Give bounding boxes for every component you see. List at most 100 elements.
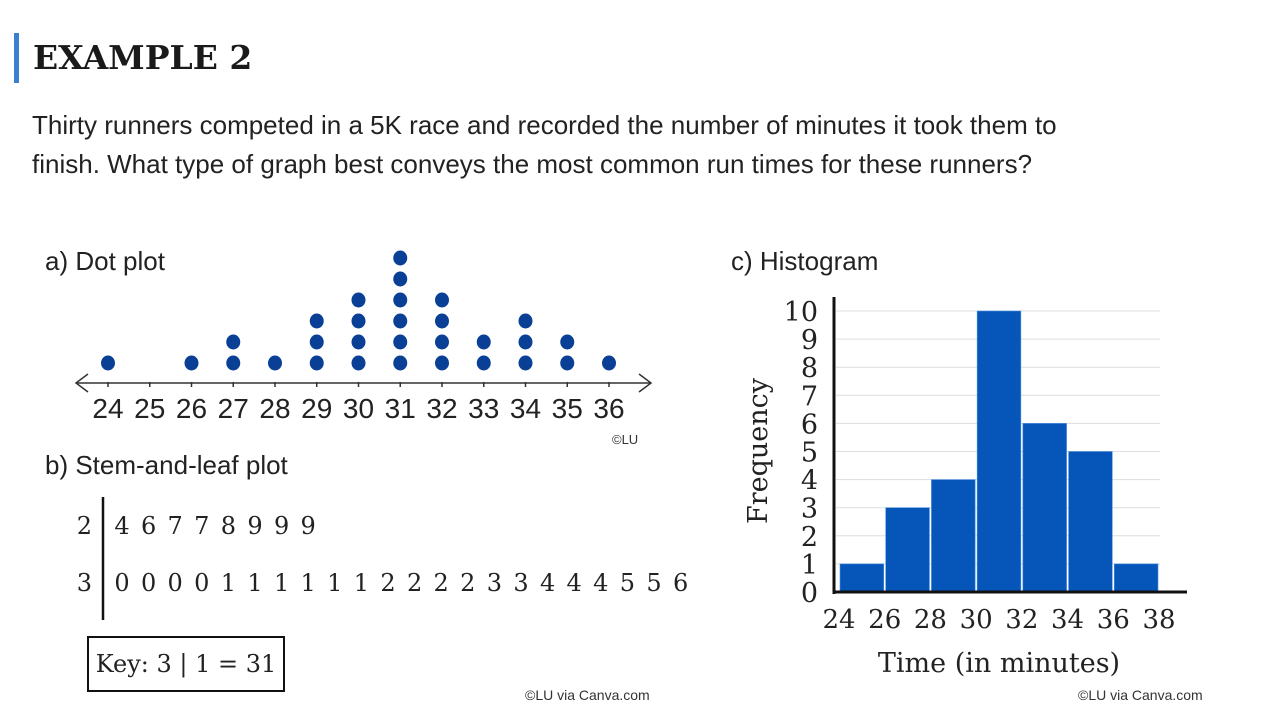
dot-plot-dot [518, 334, 533, 350]
dot-plot-dot [309, 355, 324, 371]
dot-plot-dot [393, 250, 408, 266]
histogram-bar [1113, 563, 1159, 593]
histogram-x-tick-label: 24 [822, 605, 855, 635]
leaf-value: 6 [141, 512, 156, 540]
histogram-x-tick-label: 34 [1051, 605, 1084, 635]
histogram-y-tick-label: 7 [801, 381, 818, 412]
dot-plot-label: a) Dot plot [45, 246, 165, 276]
dot-plot-dot [560, 334, 575, 350]
dot-plot-tick-label: 30 [343, 393, 374, 424]
histogram-y-tick-label: 1 [801, 550, 818, 581]
leaf-value: 1 [247, 569, 262, 597]
dot-plot-dot [435, 313, 449, 329]
stem-value: 3 [77, 569, 92, 597]
histogram-x-axis-title: Time (in minutes) [878, 648, 1120, 679]
dot-plot-dot [393, 334, 408, 350]
dot-plot-credit: ©LU [612, 432, 639, 447]
leaf-value: 9 [247, 512, 262, 540]
histogram-bar [931, 479, 976, 593]
dot-plot-dot [226, 355, 241, 371]
stem-leaf-label: b) Stem-and-leaf plot [45, 450, 288, 480]
dot-plot-dot [435, 355, 449, 371]
dot-plot-tick-label: 34 [510, 393, 541, 424]
histogram-label: c) Histogram [731, 246, 879, 276]
histogram-bar [1068, 451, 1113, 593]
dot-plot-tick-label: 35 [552, 393, 583, 424]
histogram-bar [1022, 423, 1067, 593]
dot-plot-tick-label: 29 [301, 393, 332, 424]
leaf-value: 3 [487, 569, 502, 597]
dot-plot-tick-label: 28 [259, 393, 290, 424]
dot-plot-dot [226, 334, 241, 350]
dot-plot-dot [268, 355, 282, 371]
leaf-value: 4 [114, 512, 129, 540]
dot-plot-dot [476, 355, 491, 371]
dot-plot-tick-label: 26 [176, 393, 207, 424]
leaf-value: 7 [194, 512, 209, 540]
leaf-value: 0 [141, 569, 156, 597]
leaf-value: 2 [407, 569, 422, 597]
histogram-bar [885, 507, 930, 593]
leaf-value: 1 [354, 569, 369, 597]
dot-plot-dot [351, 334, 366, 350]
dot-plot-dot [309, 334, 324, 350]
leaf-value: 0 [114, 569, 129, 597]
histogram-x-tick-label: 26 [868, 605, 901, 635]
histogram-y-tick-label: 3 [801, 494, 818, 525]
dot-plot-dot [351, 292, 366, 308]
dot-plot-dot [351, 313, 366, 329]
dot-plot-dot [101, 355, 115, 371]
question-line-2: finish. What type of graph best conveys … [32, 149, 1033, 179]
dot-plot-right-arrow [638, 373, 653, 393]
dot-plot-tick-label: 31 [385, 393, 416, 424]
histogram-y-tick-label: 5 [801, 438, 818, 469]
histogram-y-tick-label: 2 [801, 522, 818, 553]
histogram-y-tick-label: 6 [801, 409, 818, 440]
leaf-value: 0 [168, 569, 183, 597]
histogram-x-tick-label: 38 [1142, 605, 1175, 635]
histogram-x-tick-label: 36 [1097, 605, 1130, 635]
histogram-x-tick-label: 28 [914, 605, 947, 635]
leaf-value: 6 [673, 569, 688, 597]
leaf-value: 4 [593, 569, 608, 597]
leaf-value: 7 [168, 512, 183, 540]
histogram-x-tick-label: 30 [960, 605, 993, 635]
dot-plot-dot [518, 313, 533, 329]
histogram-y-tick-label: 8 [801, 353, 818, 384]
leaf-value: 8 [221, 512, 236, 540]
leaf-value: 1 [327, 569, 342, 597]
dot-plot-tick-label: 27 [218, 393, 249, 424]
dot-plot-dot [393, 355, 408, 371]
histogram-y-tick-label: 0 [801, 578, 818, 609]
question-line-1: Thirty runners competed in a 5K race and… [32, 110, 1057, 140]
leaf-value: 9 [301, 512, 316, 540]
dot-plot-left-arrow [74, 373, 89, 393]
dot-plot-dot [518, 355, 533, 371]
leaf-value: 4 [540, 569, 555, 597]
leaf-value: 3 [513, 569, 528, 597]
dot-plot-dot [435, 334, 449, 350]
dot-plot-tick-label: 32 [426, 393, 457, 424]
question-text: Thirty runners competed in a 5K race and… [32, 106, 1057, 184]
dot-plot-dot [602, 355, 616, 371]
dot-plot-dot [393, 271, 408, 287]
leaf-value: 2 [460, 569, 475, 597]
histogram-bar [976, 310, 1022, 593]
histogram-y-tick-label: 10 [784, 297, 818, 328]
dot-plot-tick-label: 25 [134, 393, 165, 424]
dot-plot-dot [351, 355, 366, 371]
leaf-value: 4 [567, 569, 582, 597]
dot-plot-dot [309, 313, 324, 329]
histogram-y-tick-label: 9 [801, 325, 818, 356]
dot-plot-tick-label: 36 [593, 393, 624, 424]
histogram-y-axis-title: Frequency [743, 377, 774, 524]
stem-value: 2 [77, 512, 92, 540]
leaf-value: 5 [620, 569, 635, 597]
leaf-value: 0 [194, 569, 209, 597]
dot-plot-dot [393, 292, 408, 308]
leaf-value: 1 [221, 569, 236, 597]
leaf-value: 5 [646, 569, 661, 597]
histogram-bar [839, 563, 885, 593]
page-title: EXAMPLE 2 [33, 38, 253, 77]
